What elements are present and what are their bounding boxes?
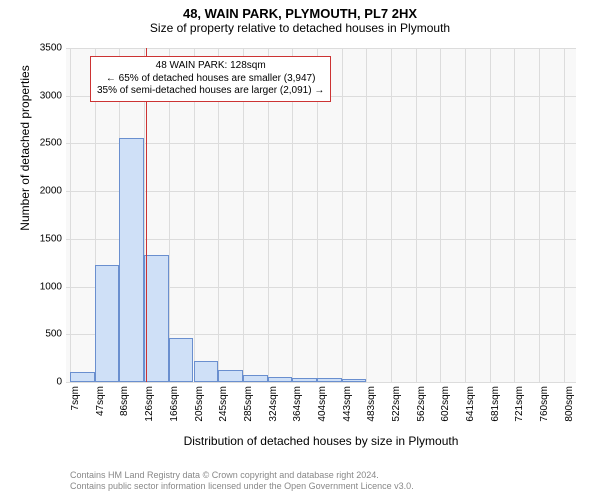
y-tick-label: 2000 (24, 186, 62, 197)
x-tick-label: 483sqm (366, 386, 377, 426)
x-tick-label: 800sqm (564, 386, 575, 426)
histogram-bar (218, 370, 243, 382)
footer-line-1: Contains HM Land Registry data © Crown c… (70, 470, 414, 481)
x-tick-label: 721sqm (514, 386, 525, 426)
y-tick-label: 3000 (24, 90, 62, 101)
gridline-vertical (440, 48, 441, 382)
histogram-bar (342, 379, 367, 382)
gridline-vertical (366, 48, 367, 382)
gridline-vertical (564, 48, 565, 382)
y-tick-label: 1000 (24, 281, 62, 292)
gridline-horizontal (66, 48, 576, 49)
callout-line-3: 35% of semi-detached houses are larger (… (97, 85, 324, 98)
histogram-bar (95, 265, 119, 382)
x-tick-label: 7sqm (70, 386, 81, 426)
y-tick-label: 3500 (24, 43, 62, 54)
gridline-vertical (539, 48, 540, 382)
histogram-bar (194, 361, 219, 382)
histogram-bar (169, 338, 193, 382)
x-tick-label: 641sqm (465, 386, 476, 426)
x-tick-label: 602sqm (440, 386, 451, 426)
title-main: 48, WAIN PARK, PLYMOUTH, PL7 2HX (0, 0, 600, 21)
x-tick-label: 760sqm (539, 386, 550, 426)
histogram-bar (268, 377, 293, 382)
histogram-bar (243, 375, 267, 382)
footer: Contains HM Land Registry data © Crown c… (70, 470, 414, 493)
gridline-vertical (342, 48, 343, 382)
gridline-horizontal (66, 382, 576, 383)
gridline-vertical (70, 48, 71, 382)
x-tick-label: 522sqm (391, 386, 402, 426)
x-tick-label: 562sqm (416, 386, 427, 426)
y-tick-label: 1500 (24, 233, 62, 244)
x-tick-label: 285sqm (243, 386, 254, 426)
histogram-bar (70, 372, 95, 382)
callout-box: 48 WAIN PARK: 128sqm ← 65% of detached h… (90, 56, 331, 102)
x-tick-label: 86sqm (119, 386, 130, 426)
x-tick-label: 166sqm (169, 386, 180, 426)
x-tick-label: 126sqm (144, 386, 155, 426)
gridline-vertical (416, 48, 417, 382)
x-tick-label: 364sqm (292, 386, 303, 426)
x-tick-label: 205sqm (194, 386, 205, 426)
histogram-bar (317, 378, 341, 382)
x-axis-title: Distribution of detached houses by size … (66, 434, 576, 448)
gridline-vertical (391, 48, 392, 382)
title-sub: Size of property relative to detached ho… (0, 21, 600, 35)
gridline-vertical (465, 48, 466, 382)
y-tick-label: 2500 (24, 138, 62, 149)
gridline-vertical (514, 48, 515, 382)
footer-line-2: Contains public sector information licen… (70, 481, 414, 492)
callout-line-1: 48 WAIN PARK: 128sqm (97, 60, 324, 73)
gridline-vertical (490, 48, 491, 382)
histogram-bar (119, 138, 144, 382)
x-tick-label: 47sqm (95, 386, 106, 426)
y-tick-label: 0 (24, 377, 62, 388)
y-tick-label: 500 (24, 329, 62, 340)
x-tick-label: 245sqm (218, 386, 229, 426)
x-tick-label: 404sqm (317, 386, 328, 426)
x-tick-label: 681sqm (490, 386, 501, 426)
histogram-bar (144, 255, 169, 382)
x-tick-label: 443sqm (342, 386, 353, 426)
x-tick-label: 324sqm (268, 386, 279, 426)
callout-line-2: ← 65% of detached houses are smaller (3,… (97, 73, 324, 86)
figure: 48, WAIN PARK, PLYMOUTH, PL7 2HX Size of… (0, 0, 600, 500)
histogram-bar (292, 378, 317, 382)
